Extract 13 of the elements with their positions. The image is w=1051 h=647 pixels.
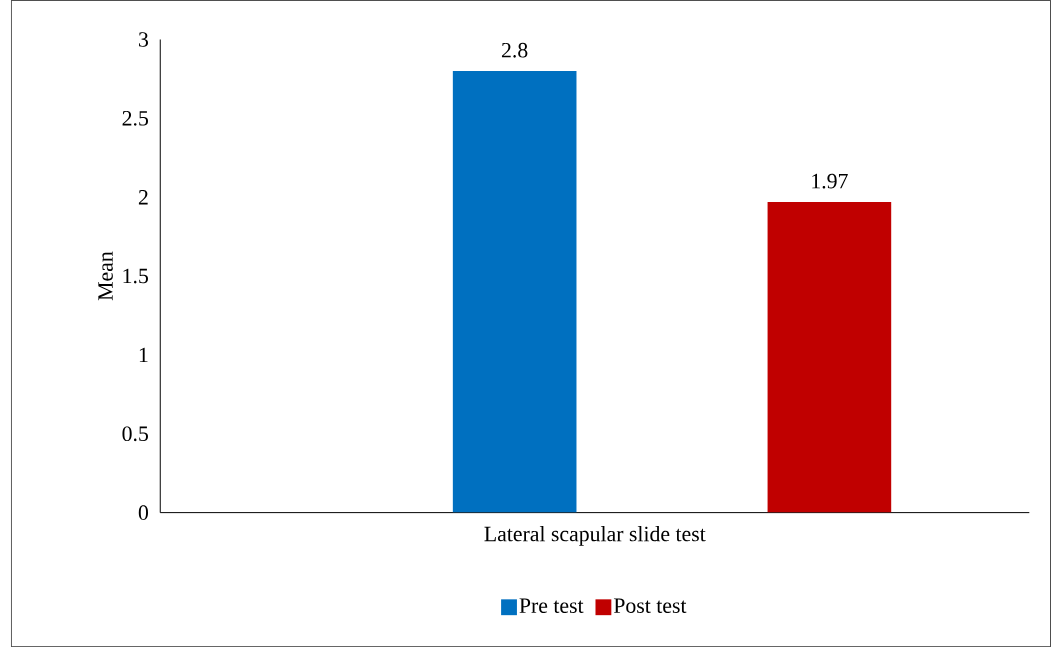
legend-label: Post test [613,598,687,613]
x-tick-label: Lateral scapular slide test [484,525,706,546]
y-tick-label: 3 [138,32,148,47]
y-tick-label: 2.5 [122,110,148,126]
y-tick-label: 2 [138,189,148,205]
y-tick-label: 1.5 [123,268,148,284]
y-axis-title: Mean [98,251,113,301]
legend-label: Pre test [519,598,584,613]
data-label: 1.97 [812,173,848,189]
data-label: 2.8 [501,42,528,58]
y-tick-label: 1 [139,347,148,363]
y-tick-label: 0.5 [122,426,148,442]
y-tick-label: 0 [138,505,149,520]
